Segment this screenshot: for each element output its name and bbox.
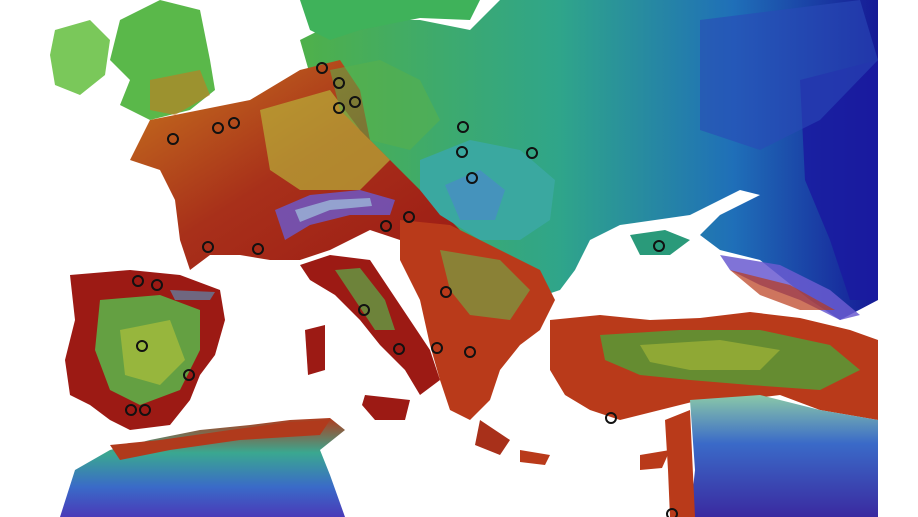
site-marker-icon [440, 286, 452, 298]
site-marker-icon [316, 62, 328, 74]
site-marker-icon [526, 147, 538, 159]
site-marker-icon [151, 279, 163, 291]
site-marker-icon [125, 404, 137, 416]
site-marker-icon [139, 404, 151, 416]
site-marker-icon [212, 122, 224, 134]
site-marker-icon [136, 340, 148, 352]
site-markers [125, 62, 678, 517]
site-marker-icon [132, 275, 144, 287]
site-marker-icon [333, 77, 345, 89]
land-north-africa [60, 418, 345, 517]
site-marker-icon [202, 241, 214, 253]
site-marker-icon [653, 240, 665, 252]
site-marker-icon [380, 220, 392, 232]
site-marker-icon [358, 304, 370, 316]
site-marker-icon [431, 342, 443, 354]
site-marker-icon [252, 243, 264, 255]
site-marker-icon [666, 508, 678, 517]
site-marker-icon [393, 343, 405, 355]
land-crimea [630, 230, 690, 255]
site-marker-icon [457, 121, 469, 133]
site-marker-icon [228, 117, 240, 129]
land-levant [665, 395, 878, 517]
site-marker-icon [333, 102, 345, 114]
site-marker-icon [349, 96, 361, 108]
site-marker-icon [464, 346, 476, 358]
land-pannonian-basin [420, 140, 555, 240]
land-cyprus [640, 450, 670, 470]
site-marker-icon [167, 133, 179, 145]
site-marker-icon [605, 412, 617, 424]
land-balkans [400, 220, 555, 465]
land-italy [300, 255, 440, 420]
site-marker-icon [456, 146, 468, 158]
land-eastern-europe [300, 0, 878, 320]
land-western-europe [130, 60, 460, 270]
site-marker-icon [183, 369, 195, 381]
site-marker-icon [403, 211, 415, 223]
land-caucasus [720, 255, 860, 320]
land-anatolia [550, 312, 878, 420]
land-british-isles [50, 0, 215, 120]
land-scandinavia [300, 0, 480, 40]
site-marker-icon [466, 172, 478, 184]
